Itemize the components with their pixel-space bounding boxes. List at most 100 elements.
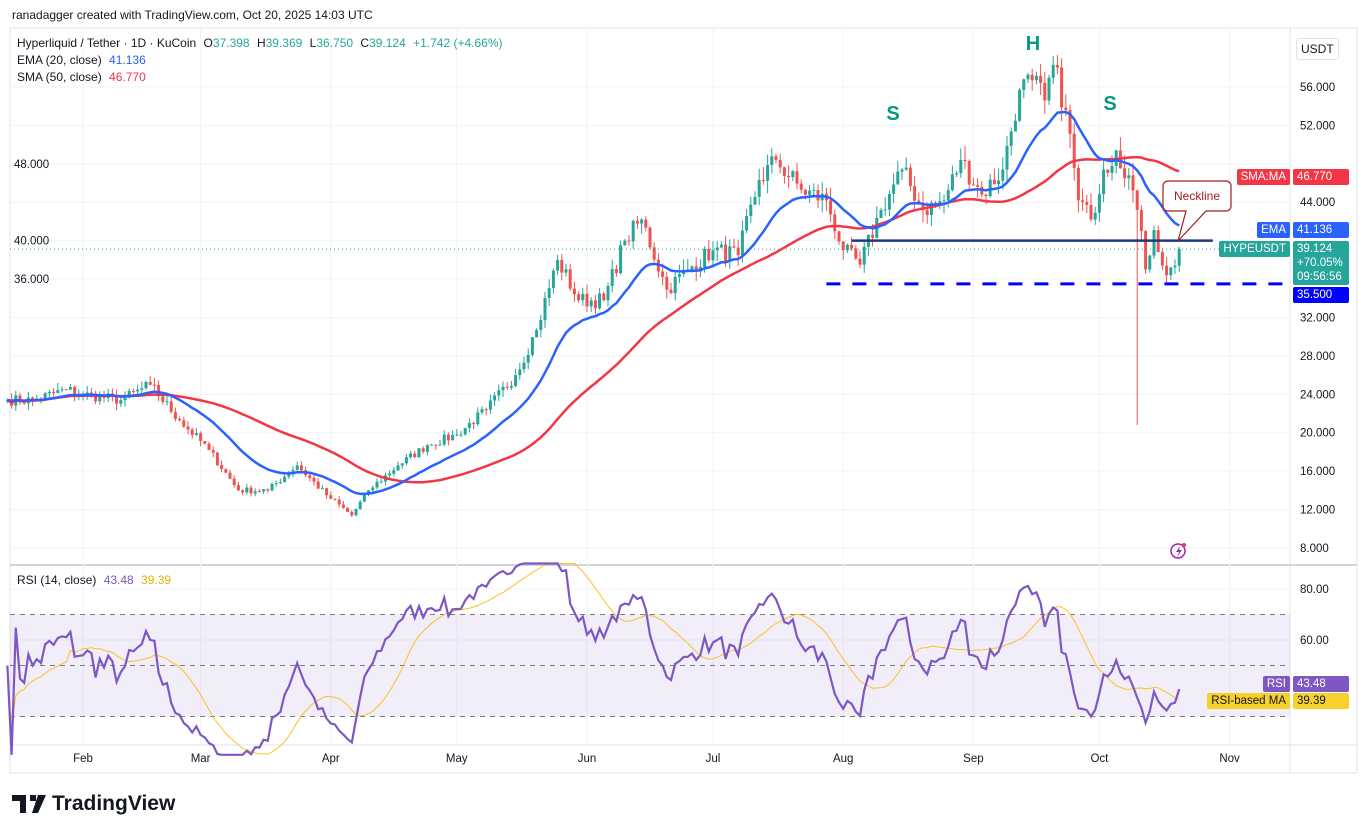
candle-body [459,434,463,436]
high-value: 39.369 [265,36,303,50]
time-tick-label: Jun [578,753,597,765]
candle-body [610,269,614,286]
candle-body [829,200,833,215]
candle-body [635,220,639,224]
neckline-callout-text: Neckline [1174,189,1220,203]
candle-body [749,204,753,217]
candle-body [1160,252,1164,266]
candle-body [274,483,278,485]
candle-body [564,269,568,273]
candle-body [472,423,476,425]
candle-body [207,443,211,451]
ema-20-line [7,110,1180,496]
candle-body [199,433,203,441]
candle-body [430,444,434,446]
candle-body [522,362,526,370]
candle-body [640,219,644,224]
candle-body [131,390,135,392]
candle-body [493,395,497,401]
candle-body [1076,167,1080,201]
candle-body [1152,230,1156,256]
candle-body [1039,75,1043,83]
candle-body [417,448,421,458]
candle-body [308,475,312,478]
candle-body [883,209,887,211]
candle-body [467,423,471,428]
time-tick-label: May [446,753,468,765]
candle-body [421,448,425,452]
flash-icon [1170,543,1186,559]
candle-body [547,288,551,299]
candle-body [732,246,736,248]
candle-body [535,329,539,338]
candle-body [757,180,761,197]
ema-legend-label[interactable]: EMA (20, close) [17,53,102,67]
time-tick-label: Apr [322,753,340,765]
candle-body [262,489,266,492]
candle-body [236,485,240,491]
candle-body [955,173,959,175]
candle-body [413,453,417,458]
price-tick-label: 28.000 [1300,351,1335,363]
rsi-tick-label: 80.00 [1300,584,1329,596]
time-tick-label: Aug [833,753,853,765]
candle-body [484,409,488,411]
candle-body [299,465,303,471]
candle-body [245,487,249,493]
candle-body [572,288,576,295]
sma-legend-label[interactable]: SMA (50, close) [17,70,102,84]
candle-body [753,196,757,205]
candle-body [719,244,723,248]
symbol-title[interactable]: Hyperliquid / Tether · 1D · KuCoin [17,36,197,50]
candle-body [1102,169,1106,195]
candle-body [47,391,51,394]
candle-body [602,293,606,301]
candle-body [690,266,694,270]
candle-body [791,171,795,178]
candle-body [388,473,392,476]
candle-body [434,444,438,446]
candle-body [1064,107,1068,111]
high-label: H [256,36,266,50]
candle-body [463,427,467,435]
candle-body [568,269,572,289]
candle-body [644,219,648,228]
candle-body [854,248,858,259]
candle-body [984,194,988,197]
price-tick-label: 20.000 [1300,428,1335,440]
candle-body [560,259,564,273]
currency-button[interactable]: USDT [1296,38,1339,60]
candle-body [136,389,140,392]
candle-body [157,385,161,397]
candle-body [631,220,635,242]
candle-body [652,247,656,260]
candle-body [509,386,513,388]
candle-body [770,156,774,165]
sma-legend-value: 46.770 [109,70,146,84]
candle-body [161,396,165,402]
candle-body [963,159,967,162]
candle-body [455,434,459,436]
candle-body [476,412,480,425]
head-label: H [1026,33,1040,55]
candle-body [518,369,522,376]
candle-body [375,481,379,488]
close-value: 39.124 [369,36,406,50]
candle-body [329,495,333,499]
candle-body [677,274,681,277]
candle-body [253,491,257,494]
candle-body [451,434,455,441]
rsi-legend-label[interactable]: RSI (14, close) [17,573,97,587]
price-tick-label: 40.000 [14,236,49,248]
price-tick-label: 44.000 [1300,197,1335,209]
candle-body [1173,265,1177,268]
support-axis-value: 35.500 [1293,287,1349,303]
candle-body [320,488,324,490]
tradingview-logo[interactable]: TradingView [12,792,175,816]
candle-body [488,400,492,410]
candle-body [556,259,560,271]
candle-body [400,463,404,466]
change-value: +1.742 (+4.66%) [413,36,503,50]
candle-body [908,167,912,187]
